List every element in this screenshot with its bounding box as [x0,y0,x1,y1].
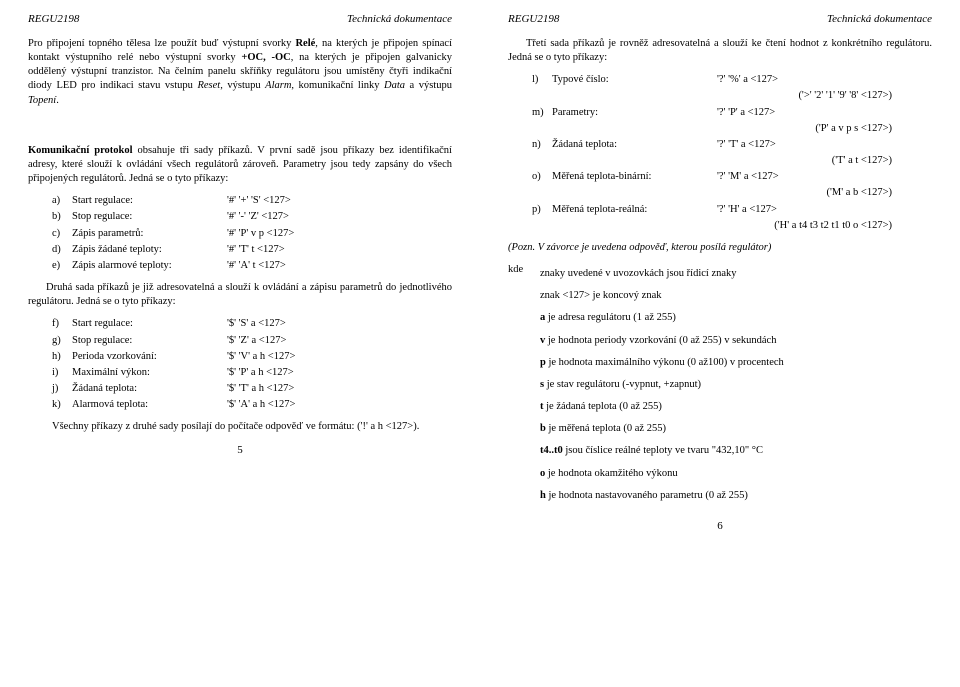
header-left: REGU2198 [508,12,559,27]
cmd-row: c) Zápis parametrů: '#' 'P' v p <127> [52,227,452,241]
cmd-row: a) Start regulace: '#' '+' 'S' <127> [52,194,452,208]
kde-label: kde [508,263,540,511]
cmd-item: l) Typové číslo: '?' '%' a <127> ('>' '2… [532,73,932,103]
kde-line: t je žádaná teplota (0 až 255) [540,400,932,414]
cmd-row: f) Start regulace: '$' 'S' a <127> [52,317,452,331]
paragraph-4: Všechny příkazy z druhé sady posílají do… [52,420,452,434]
cmd-item: p) Měřená teplota-reálná: '?' 'H' a <127… [532,203,932,233]
note: (Pozn. V závorce je uvedena odpověď, kte… [508,241,932,255]
paragraph-3: Druhá sada příkazů je již adresovatelná … [28,281,452,309]
cmd-row: j) Žádaná teplota: '$' 'T' a h <127> [52,382,452,396]
cmd-item: n) Žádaná teplota: '?' 'T' a <127> ('T' … [532,138,932,168]
kde-line: b je měřená teplota (0 až 255) [540,422,932,436]
cmd-row: e) Zápis alarmové teploty: '#' 'A' t <12… [52,259,452,273]
cmd-row: h) Perioda vzorkování: '$' 'V' a h <127> [52,350,452,364]
command-list-1: a) Start regulace: '#' '+' 'S' <127> b) … [52,194,452,273]
kde-line: v je hodnota periody vzorkování (0 až 25… [540,334,932,348]
kde-block: kde znaky uvedené v uvozovkách jsou řídi… [508,263,932,511]
header-left: REGU2198 [28,12,79,27]
page-header: REGU2198 Technická dokumentace [508,12,932,27]
paragraph-2: Komunikační protokol obsahuje tři sady p… [28,144,452,187]
kde-line: t4..t0 jsou číslice reálné teploty ve tv… [540,444,932,458]
cmd-row: g) Stop regulace: '$' 'Z' a <127> [52,334,452,348]
kde-line: znak <127> je koncový znak [540,289,932,303]
kde-line: a je adresa regulátoru (1 až 255) [540,311,932,325]
kde-body: znaky uvedené v uvozovkách jsou řídicí z… [540,263,932,511]
kde-line: o je hodnota okamžitého výkonu [540,467,932,481]
cmd-item: o) Měřená teplota-binární: '?' 'M' a <12… [532,170,932,200]
kde-line: s je stav regulátoru (-vypnut, +zapnut) [540,378,932,392]
header-right: Technická dokumentace [827,12,932,27]
kde-line: p je hodnota maximálního výkonu (0 až100… [540,356,932,370]
page-number: 6 [508,519,932,534]
command-list-2: f) Start regulace: '$' 'S' a <127> g) St… [52,317,452,412]
page-left: REGU2198 Technická dokumentace Pro připo… [0,0,480,687]
kde-line: h je hodnota nastavovaného parametru (0 … [540,489,932,503]
paragraph-r1: Třetí sada příkazů je rovněž adresovatel… [508,37,932,65]
page-right: REGU2198 Technická dokumentace Třetí sad… [480,0,960,687]
document-pages: REGU2198 Technická dokumentace Pro připo… [0,0,960,687]
cmd-item: m) Parametry: '?' 'P' a <127> ('P' a v p… [532,106,932,136]
cmd-row: b) Stop regulace: '#' '-' 'Z' <127> [52,210,452,224]
kde-line: znaky uvedené v uvozovkách jsou řídicí z… [540,267,932,281]
cmd-row: d) Zápis žádané teploty: '#' 'T' t <127> [52,243,452,257]
cmd-row: k) Alarmová teplota: '$' 'A' a h <127> [52,398,452,412]
page-number: 5 [28,443,452,458]
page-header: REGU2198 Technická dokumentace [28,12,452,27]
command-list-3: l) Typové číslo: '?' '%' a <127> ('>' '2… [532,73,932,233]
cmd-row: i) Maximální výkon: '$' 'P' a h <127> [52,366,452,380]
header-right: Technická dokumentace [347,12,452,27]
paragraph-1: Pro připojení topného tělesa lze použít … [28,37,452,108]
